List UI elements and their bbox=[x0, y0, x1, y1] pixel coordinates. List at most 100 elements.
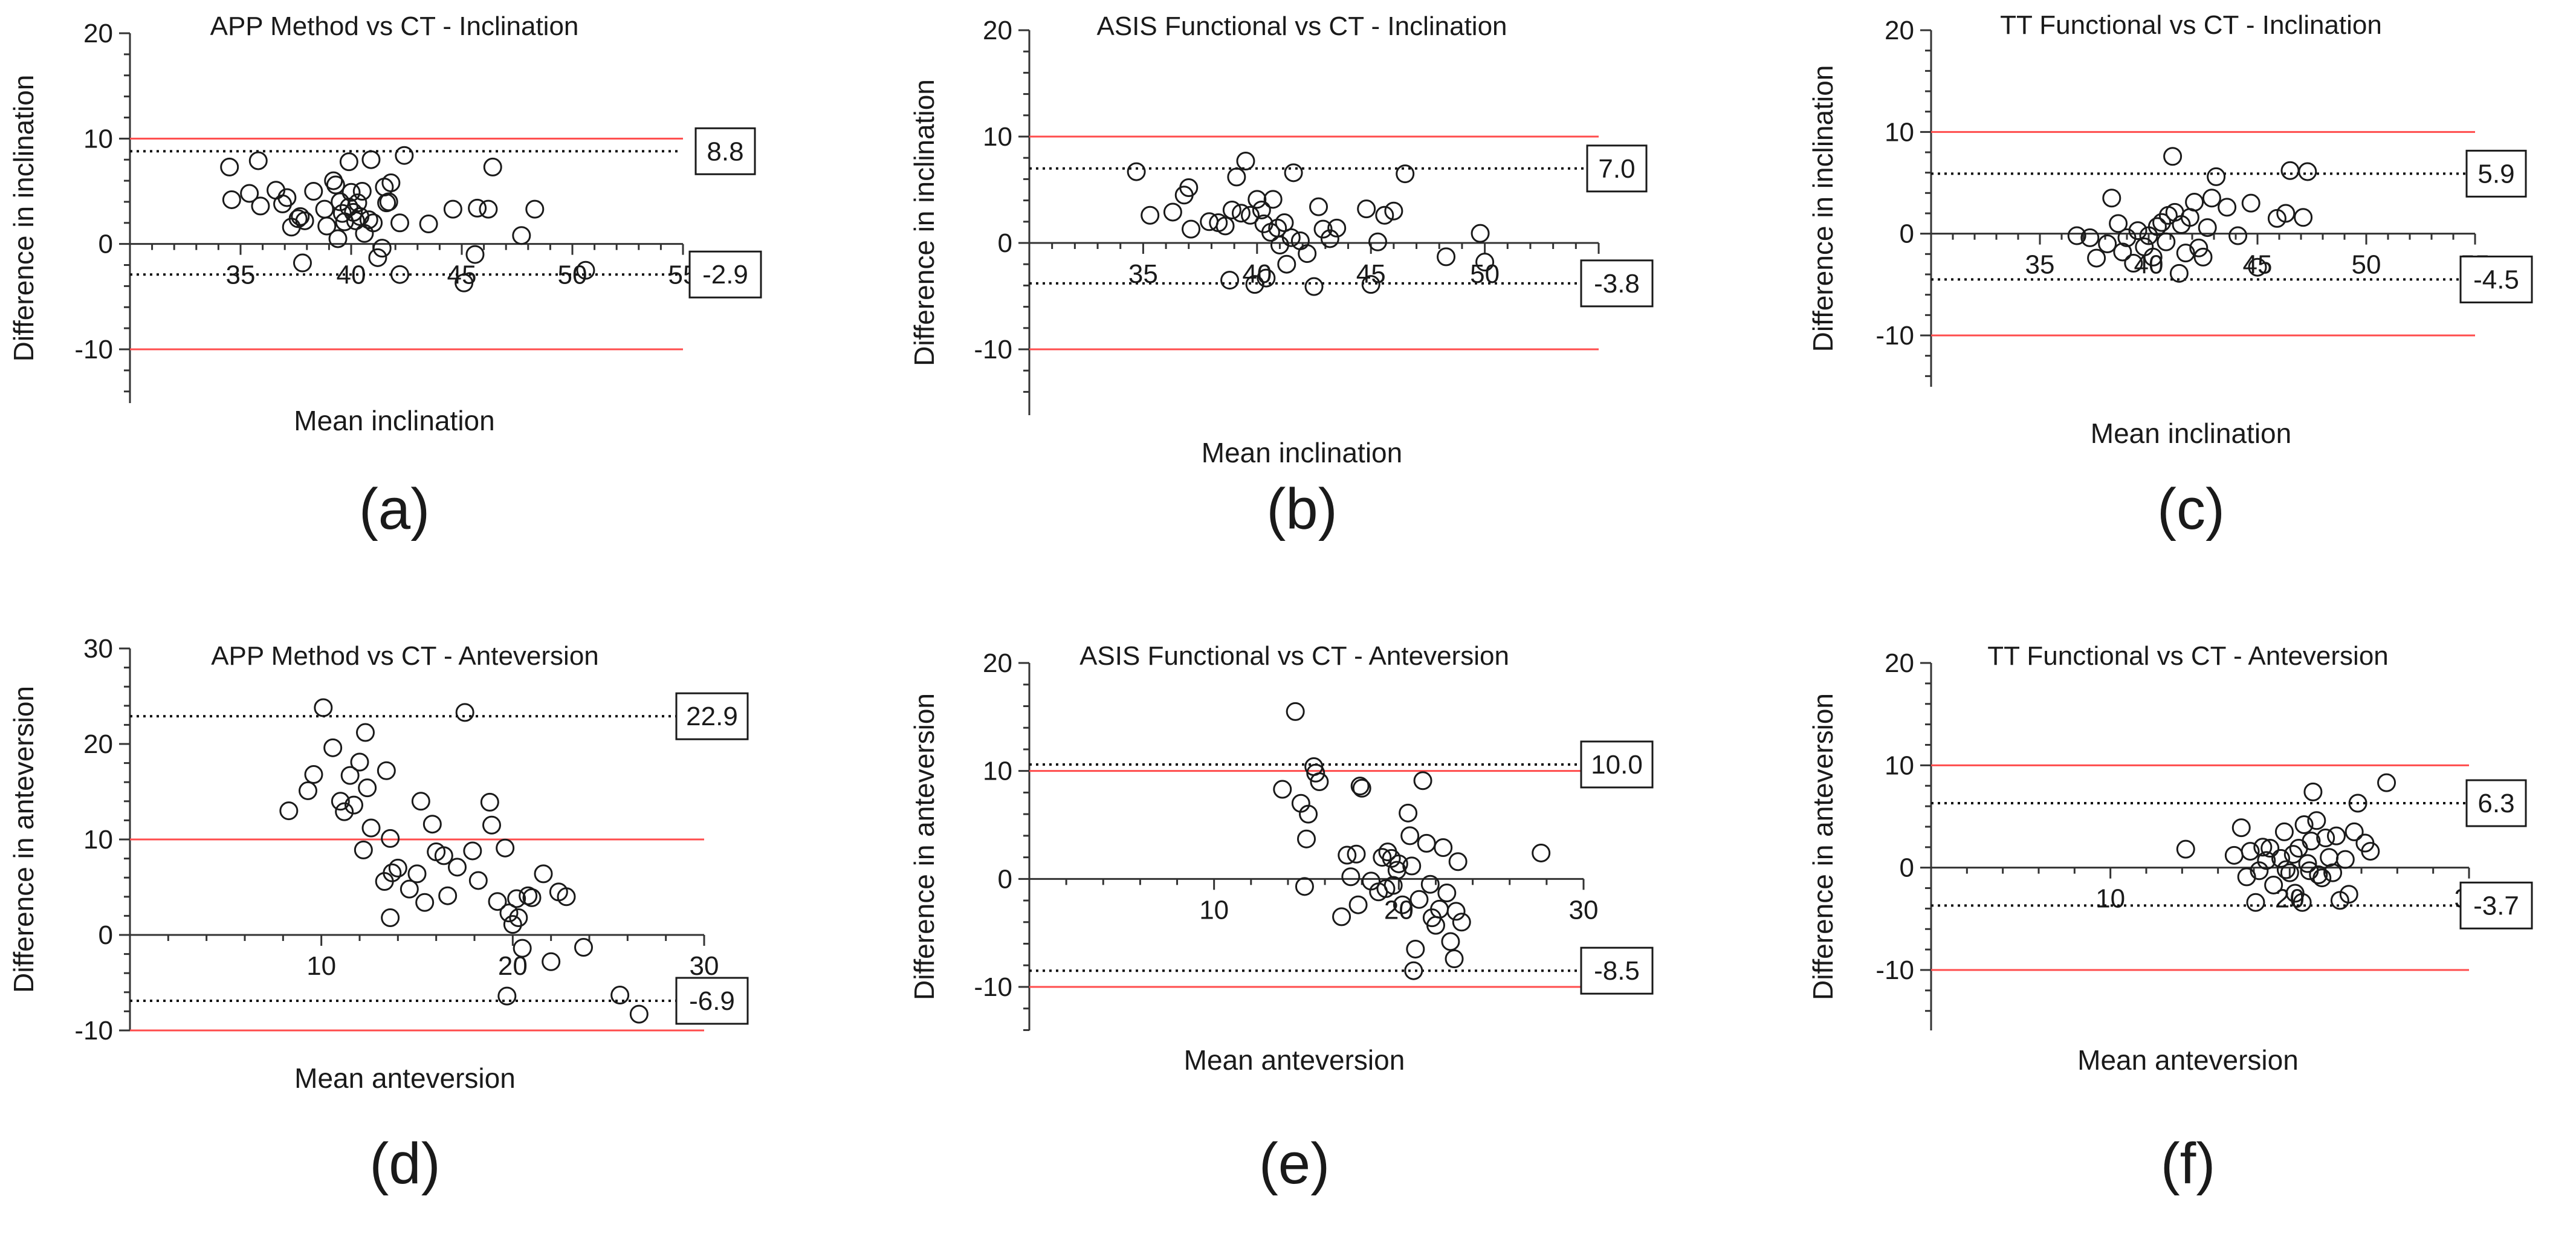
y-tick-label: 20 bbox=[983, 648, 1012, 678]
data-point bbox=[407, 864, 427, 884]
data-point bbox=[379, 192, 398, 212]
data-point bbox=[2276, 860, 2296, 879]
data-point bbox=[2147, 217, 2167, 236]
data-point bbox=[341, 183, 361, 202]
data-point bbox=[2302, 832, 2321, 851]
data-point bbox=[2157, 232, 2176, 251]
data-point bbox=[331, 792, 350, 811]
data-point bbox=[390, 265, 410, 284]
data-point bbox=[295, 211, 314, 230]
y-axis-label: Difference in inclination bbox=[908, 79, 940, 366]
data-point bbox=[2185, 192, 2204, 212]
data-point bbox=[1393, 895, 1412, 914]
data-point bbox=[2276, 204, 2296, 223]
y-axis-label: Difference in inclination bbox=[1807, 65, 1839, 352]
annotation-box bbox=[1580, 259, 1654, 308]
data-point bbox=[293, 253, 312, 273]
data-point bbox=[1389, 854, 1408, 873]
x-tick-label: 50 bbox=[2352, 250, 2381, 280]
data-point bbox=[345, 795, 363, 815]
data-point bbox=[2113, 242, 2132, 262]
data-point bbox=[2207, 167, 2226, 186]
data-point bbox=[507, 889, 526, 908]
data-point bbox=[1220, 271, 1240, 290]
y-tick-label: 0 bbox=[1900, 219, 1914, 249]
data-point bbox=[1475, 253, 1495, 272]
data-point bbox=[496, 838, 515, 858]
data-point bbox=[1327, 218, 1347, 238]
y-tick-label: 0 bbox=[99, 920, 113, 950]
data-point bbox=[2283, 845, 2303, 864]
y-axis-label: Difference in anteversion bbox=[908, 693, 940, 1000]
data-point bbox=[509, 908, 528, 928]
data-point bbox=[1248, 190, 1267, 209]
data-point bbox=[2323, 863, 2343, 882]
data-point bbox=[2218, 198, 2237, 217]
data-point bbox=[2128, 221, 2147, 241]
x-tick-label: 10 bbox=[2095, 884, 2125, 914]
data-point bbox=[2250, 861, 2269, 881]
data-point bbox=[465, 245, 485, 264]
data-point bbox=[2339, 885, 2358, 904]
data-point bbox=[2189, 238, 2209, 257]
data-point bbox=[2274, 822, 2294, 841]
data-point bbox=[468, 871, 488, 890]
data-point bbox=[1306, 763, 1325, 783]
data-point bbox=[2345, 822, 2364, 841]
y-tick-label: 0 bbox=[998, 864, 1012, 894]
data-point bbox=[381, 173, 401, 193]
annotation-box bbox=[675, 692, 749, 740]
data-point bbox=[483, 157, 502, 176]
data-point bbox=[1417, 833, 1436, 853]
data-point bbox=[1179, 178, 1199, 197]
data-point bbox=[1263, 190, 1283, 209]
data-point bbox=[2169, 263, 2189, 283]
data-point bbox=[1141, 205, 1160, 225]
data-point bbox=[1284, 163, 1303, 183]
data-point bbox=[1361, 275, 1380, 294]
data-point bbox=[1357, 199, 1376, 219]
data-point bbox=[2326, 826, 2346, 845]
y-tick-label: 20 bbox=[83, 19, 113, 48]
data-point bbox=[2307, 811, 2326, 830]
data-point bbox=[381, 908, 400, 928]
data-point bbox=[279, 801, 299, 821]
data-point bbox=[291, 207, 310, 226]
data-point bbox=[1434, 838, 1453, 858]
annotation-box bbox=[1580, 946, 1654, 995]
data-point bbox=[1332, 907, 1351, 926]
data-point bbox=[1313, 219, 1333, 239]
data-point bbox=[2176, 839, 2195, 859]
chart-title: APP Method vs CT - Inclination bbox=[210, 11, 579, 41]
data-point bbox=[1402, 856, 1422, 876]
data-point bbox=[364, 213, 383, 233]
panel-label: (f) bbox=[2161, 1131, 2216, 1196]
data-point bbox=[277, 188, 297, 207]
y-tick-label: 10 bbox=[983, 757, 1012, 786]
y-tick-label: 10 bbox=[1885, 117, 1914, 147]
data-point bbox=[1471, 224, 1490, 243]
data-point bbox=[2124, 253, 2143, 273]
data-point bbox=[2294, 815, 2314, 835]
data-point bbox=[350, 752, 369, 772]
data-point bbox=[534, 864, 553, 884]
data-point bbox=[273, 194, 293, 213]
data-point bbox=[2257, 851, 2276, 870]
data-point bbox=[317, 216, 337, 236]
x-axis-label: Mean inclination bbox=[294, 405, 494, 436]
data-point bbox=[525, 199, 545, 219]
chart-title: ASIS Functional vs CT - Anteversion bbox=[1079, 641, 1509, 671]
data-point bbox=[354, 840, 373, 859]
annotation-label: 7.0 bbox=[1598, 154, 1635, 184]
y-tick-label: -10 bbox=[74, 1016, 113, 1046]
data-point bbox=[323, 738, 343, 757]
data-point bbox=[2260, 838, 2280, 858]
data-point bbox=[482, 815, 501, 835]
data-point bbox=[2253, 838, 2273, 857]
data-point bbox=[2143, 247, 2163, 267]
data-point bbox=[2293, 893, 2312, 912]
data-point bbox=[629, 1004, 649, 1024]
data-point bbox=[1309, 197, 1328, 216]
x-tick-label: 30 bbox=[1569, 895, 1599, 925]
